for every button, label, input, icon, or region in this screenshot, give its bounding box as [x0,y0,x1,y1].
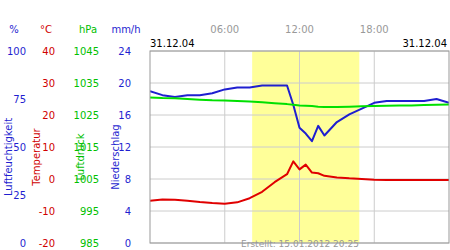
y-tick-label: 985 [80,238,99,249]
y-tick-label: 100 [7,46,26,57]
y-tick-label: 10 [42,142,55,153]
y-tick-label: 25 [13,190,26,201]
y-tick-label: 24 [118,46,131,57]
grid-line [299,51,300,243]
grid-line [224,51,225,243]
axis-unit: mm/h [111,24,140,35]
y-tick-label: 20 [42,110,55,121]
series-line [150,86,449,142]
y-tick-label: 1035 [74,78,99,89]
axis-title: Luftdruck [75,133,86,180]
grid-line [374,51,375,243]
axis-title: Niederschlag [110,124,121,189]
y-tick-label: 30 [42,78,55,89]
series-group [150,86,449,204]
y-tick-label: 0 [20,238,26,249]
axis-unit: °C [40,24,52,35]
chart: 06:00 12:00 18:00 31.12.04 31.12.04% 0 25 50 75 1… [0,0,450,250]
y-tick-label: 1025 [74,110,99,121]
y-tick-label: 50 [13,142,26,153]
y-tick-label: 0 [49,174,55,185]
y-tick-label: 40 [42,46,55,57]
y-tick-label: 995 [80,206,99,217]
axis-unit: hPa [79,24,97,35]
footer: Erstellt: 15.01.2012 20:25 [241,239,359,249]
y-tick-label: 75 [13,94,26,105]
y-tick-label: 1045 [74,46,99,57]
plot-area [150,51,449,243]
plot-frame [150,51,449,243]
x-tick-label: 18:00 [360,24,389,35]
x-tick-label: 12:00 [285,24,314,35]
y-tick-label: 0 [125,238,131,249]
axis-title: Luftfeuchtigkeit [3,118,14,196]
y-tick-label: 4 [125,206,131,217]
axis-title: Temperatur [31,127,42,186]
date-label: 31.12.04 [402,38,447,49]
y-tick-label: 8 [125,174,131,185]
series-line [150,161,449,203]
series-line [150,97,449,107]
y-tick-label: 16 [118,110,131,121]
date-label: 31.12.04 [150,38,195,49]
y-tick-label: 20 [118,78,131,89]
x-tick-label: 06:00 [210,24,239,35]
axis-unit: % [9,24,19,35]
y-tick-label: -10 [39,206,55,217]
y-tick-label: -20 [39,238,55,249]
